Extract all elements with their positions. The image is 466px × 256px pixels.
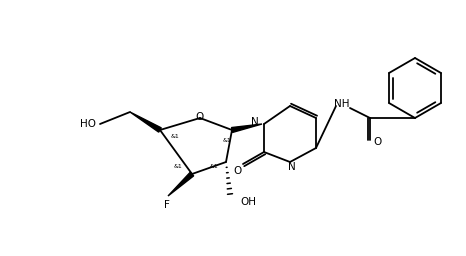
Text: HO: HO (80, 119, 96, 129)
Text: O: O (374, 137, 382, 147)
Text: F: F (164, 200, 170, 210)
Polygon shape (168, 172, 194, 196)
Text: NH: NH (334, 99, 350, 109)
Polygon shape (130, 112, 161, 132)
Text: &1: &1 (223, 137, 232, 143)
Text: &1: &1 (171, 133, 179, 138)
Text: N: N (251, 117, 259, 127)
Polygon shape (232, 124, 262, 132)
Text: O: O (233, 166, 241, 176)
Text: N: N (288, 162, 296, 172)
Text: &1: &1 (174, 165, 182, 169)
Text: O: O (196, 112, 204, 122)
Text: OH: OH (240, 197, 256, 207)
Text: &1: &1 (210, 165, 219, 169)
